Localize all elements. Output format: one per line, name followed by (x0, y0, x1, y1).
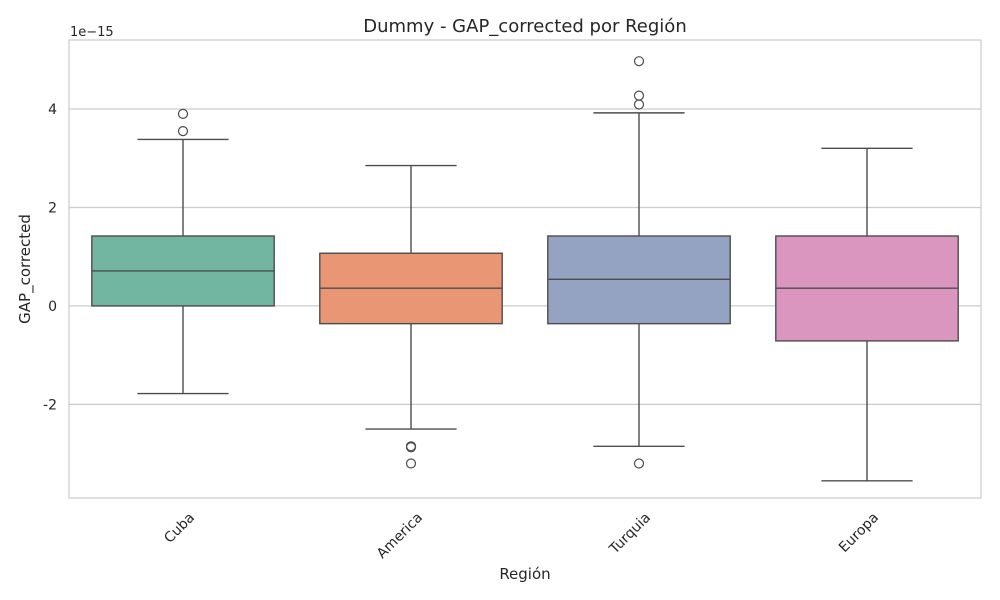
x-tick-label: Turquia (606, 510, 654, 558)
x-tick-labels: Cuba America Turquia Europa (161, 510, 882, 562)
chart-title: Dummy - GAP_corrected por Región (363, 16, 686, 37)
y-axis-label: GAP_corrected (16, 214, 35, 324)
outlier-point (177, 108, 189, 119)
outlier-point (633, 56, 645, 67)
y-tick-label: 4 (48, 102, 57, 118)
box-europa (775, 147, 959, 482)
x-tick-label: Europa (836, 510, 882, 556)
y-tick-label: 0 (48, 299, 57, 315)
box-america (319, 164, 503, 469)
x-axis-label: Región (499, 565, 550, 583)
box-series (91, 56, 959, 482)
outlier-point (405, 442, 417, 453)
box-cuba (91, 108, 275, 395)
outlier-point (405, 458, 417, 469)
outlier-point (633, 458, 645, 469)
y-axis-scale-label: 1e−15 (70, 25, 114, 40)
box-turquia (547, 56, 731, 469)
x-tick-label: Cuba (161, 510, 198, 547)
x-tick-label: America (374, 510, 426, 562)
outlier-point (633, 99, 645, 110)
y-tick-label: -2 (43, 397, 57, 413)
y-tick-label: 2 (48, 200, 57, 216)
outlier-point (177, 126, 189, 137)
plot-frame (68, 39, 982, 499)
y-tick-labels: -2 0 2 4 (43, 102, 57, 413)
